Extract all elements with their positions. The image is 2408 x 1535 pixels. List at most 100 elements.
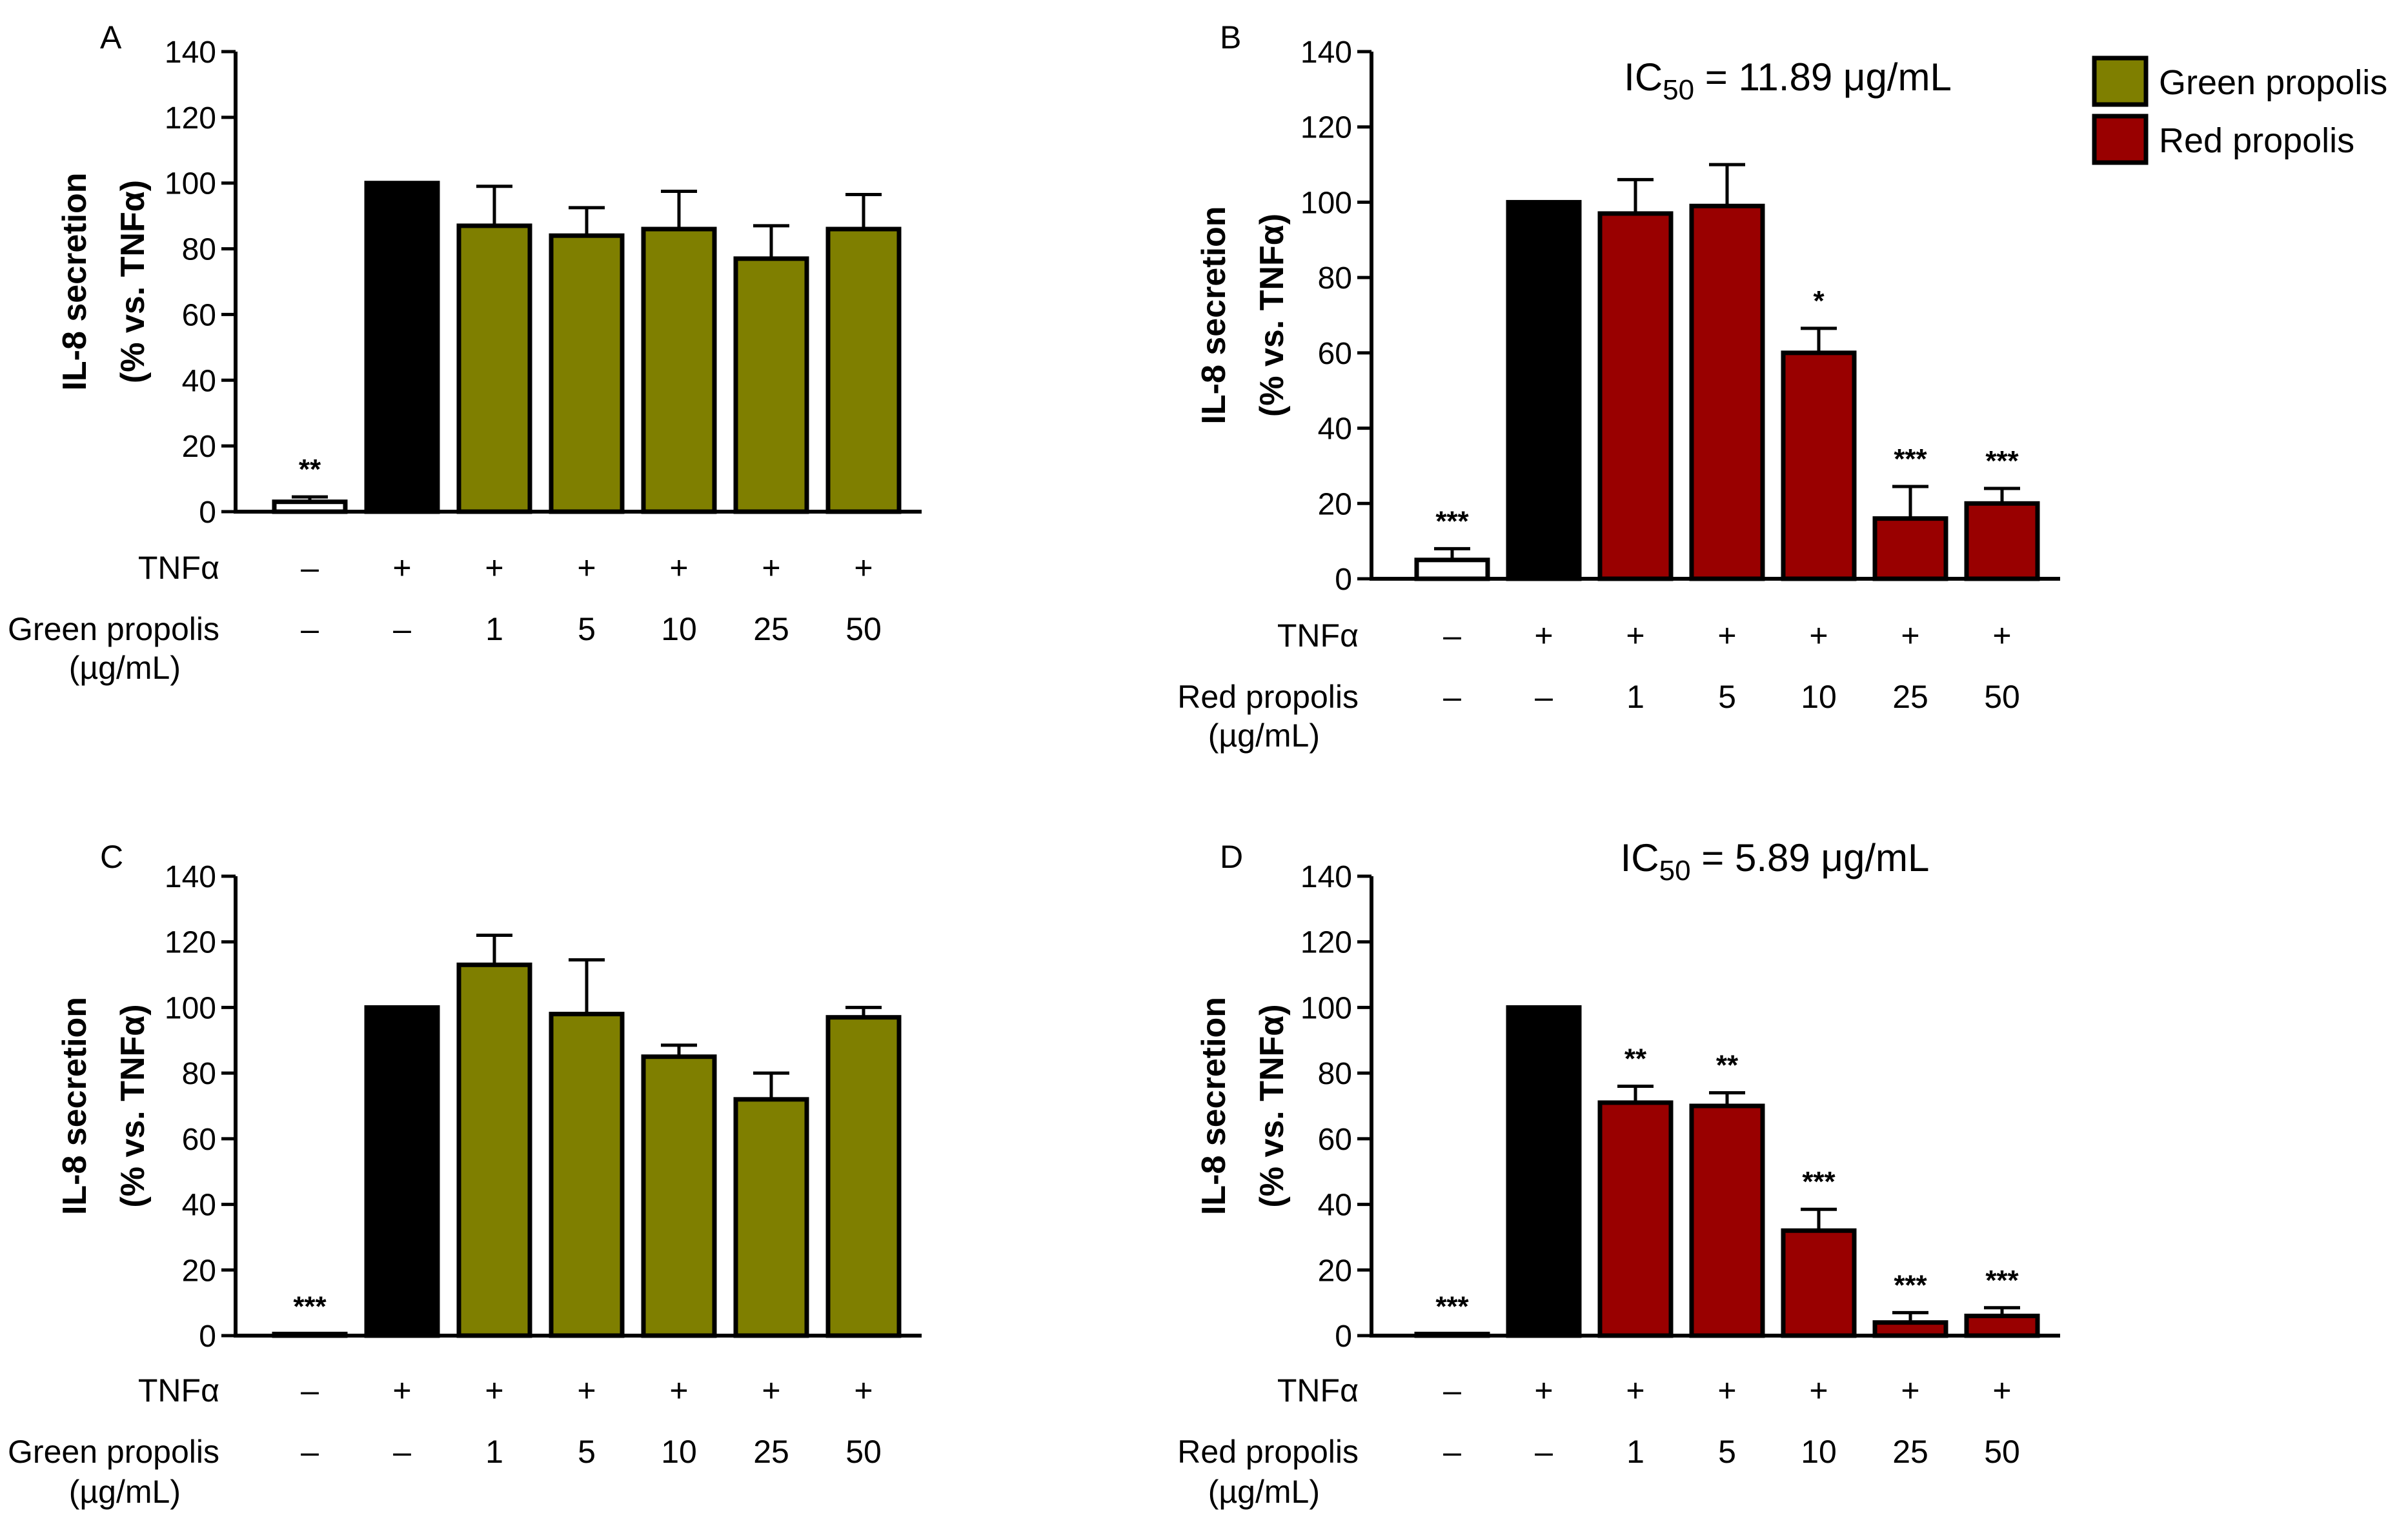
tnf-row-label: TNFα <box>1277 1372 1359 1409</box>
bar <box>364 1005 440 1338</box>
condition-sign: 1 <box>1626 679 1644 715</box>
y-tick-label: 40 <box>1318 412 1352 446</box>
significance-label: ** <box>1716 1050 1739 1081</box>
significance-label: *** <box>1435 505 1469 537</box>
condition-sign: 50 <box>1984 679 2020 715</box>
condition-sign: + <box>392 1372 411 1409</box>
y-tick-label: 80 <box>1318 1057 1352 1091</box>
significance-label: * <box>1813 285 1825 317</box>
y-tick-label: 60 <box>1318 1123 1352 1157</box>
tnf-row-label: TNFα <box>1277 617 1359 654</box>
significance-label: ** <box>299 454 321 485</box>
bar <box>1597 211 1674 581</box>
condition-sign: + <box>1992 617 2011 654</box>
panel-letter: D <box>1220 839 1243 875</box>
y-tick-label: 100 <box>165 991 216 1025</box>
y-tick-label: 120 <box>165 101 216 135</box>
ic50-label: IC50 = 11.89 μg/mL <box>1624 55 1952 106</box>
bar <box>825 1015 902 1338</box>
condition-sign: 50 <box>845 611 882 647</box>
condition-sign: + <box>1901 617 1919 654</box>
condition-sign: + <box>577 550 596 586</box>
significance-label: *** <box>1985 445 2019 477</box>
significance-label: *** <box>1894 443 1927 475</box>
condition-sign: 10 <box>1801 679 1837 715</box>
panel-letter: C <box>100 839 123 875</box>
condition-sign: 5 <box>1718 1434 1736 1470</box>
bar <box>1964 1313 2040 1338</box>
y-axis-label-unit: (% vs. TNFα) <box>114 180 152 383</box>
y-axis-label: IL-8 secretion <box>56 997 94 1215</box>
condition-sign: + <box>392 550 411 586</box>
legend: Green propolis Red propolis <box>2092 55 2387 165</box>
y-axis-label: IL-8 secretion <box>1195 997 1233 1215</box>
condition-sign: – <box>1443 617 1461 654</box>
condition-sign: – <box>301 550 319 586</box>
bar <box>733 256 809 514</box>
condition-sign: 10 <box>661 1434 697 1470</box>
condition-sign: – <box>301 1372 319 1409</box>
y-tick-label: 0 <box>1335 1319 1352 1354</box>
condition-sign: + <box>485 550 503 586</box>
bar <box>1689 1103 1765 1338</box>
condition-sign: 10 <box>661 611 697 647</box>
y-axis-label-unit: (% vs. TNFα) <box>1253 1004 1291 1207</box>
condition-sign: + <box>1626 1372 1644 1409</box>
significance-label: *** <box>1802 1166 1836 1198</box>
condition-sign: 25 <box>1892 1434 1928 1470</box>
condition-sign: + <box>1534 617 1553 654</box>
condition-sign: + <box>1992 1372 2011 1409</box>
propolis-row-unit: (µg/mL) <box>69 650 181 686</box>
y-tick-label: 100 <box>1300 186 1352 220</box>
y-tick-label: 100 <box>165 167 216 201</box>
condition-sign: – <box>301 1434 319 1470</box>
legend-label: Green propolis <box>2159 63 2387 102</box>
significance-label: *** <box>293 1290 327 1322</box>
condition-sign: 25 <box>1892 679 1928 715</box>
bar <box>1964 501 2040 581</box>
condition-sign: 50 <box>1984 1434 2020 1470</box>
condition-sign: + <box>1534 1372 1553 1409</box>
y-tick-label: 20 <box>1318 1254 1352 1288</box>
y-tick-label: 140 <box>165 860 216 894</box>
bar <box>1781 1228 1857 1338</box>
bar <box>1872 516 1948 581</box>
condition-sign: 10 <box>1801 1434 1837 1470</box>
y-axis-label-unit: (% vs. TNFα) <box>114 1004 152 1207</box>
condition-sign: – <box>301 611 319 647</box>
y-tick-label: 20 <box>1318 487 1352 521</box>
bar <box>1689 203 1765 581</box>
y-tick-label: 120 <box>165 926 216 960</box>
y-tick-label: 40 <box>1318 1189 1352 1223</box>
panel-letter: A <box>100 19 122 55</box>
y-tick-label: 0 <box>1335 563 1352 597</box>
y-axis-label: IL-8 secretion <box>1195 206 1233 424</box>
bar <box>1506 1005 1582 1338</box>
bar <box>272 499 348 514</box>
bar <box>733 1097 809 1338</box>
panel-b: B IL-8 secretion (% vs. TNFα) 0 20 40 60 80 100 1… <box>1177 19 2060 754</box>
condition-sign: + <box>577 1372 596 1409</box>
y-tick-label: 80 <box>1318 261 1352 296</box>
condition-sign: – <box>1443 1434 1461 1470</box>
panel-letter: B <box>1220 19 1241 55</box>
condition-sign: + <box>1717 1372 1736 1409</box>
bar <box>641 1054 717 1338</box>
y-tick-label: 60 <box>182 1123 216 1157</box>
condition-sign: + <box>1626 617 1644 654</box>
y-tick-label: 80 <box>182 233 216 267</box>
y-axis-label: IL-8 secretion <box>56 172 94 390</box>
y-tick-label: 100 <box>1300 991 1352 1025</box>
condition-sign: 1 <box>1626 1434 1644 1470</box>
condition-sign: 25 <box>753 1434 789 1470</box>
bar <box>549 1012 625 1338</box>
bar <box>549 233 625 514</box>
condition-sign: – <box>1443 679 1461 715</box>
propolis-row-label: Green propolis <box>8 1434 219 1470</box>
propolis-row-unit: (µg/mL) <box>69 1474 181 1510</box>
propolis-row-label: Red propolis <box>1177 1434 1359 1470</box>
propolis-row-label: Red propolis <box>1177 679 1359 715</box>
condition-sign: + <box>1717 617 1736 654</box>
panel-a: A IL-8 secretion (% vs. TNFα) 0 20 40 60 80 100 1… <box>8 19 922 686</box>
